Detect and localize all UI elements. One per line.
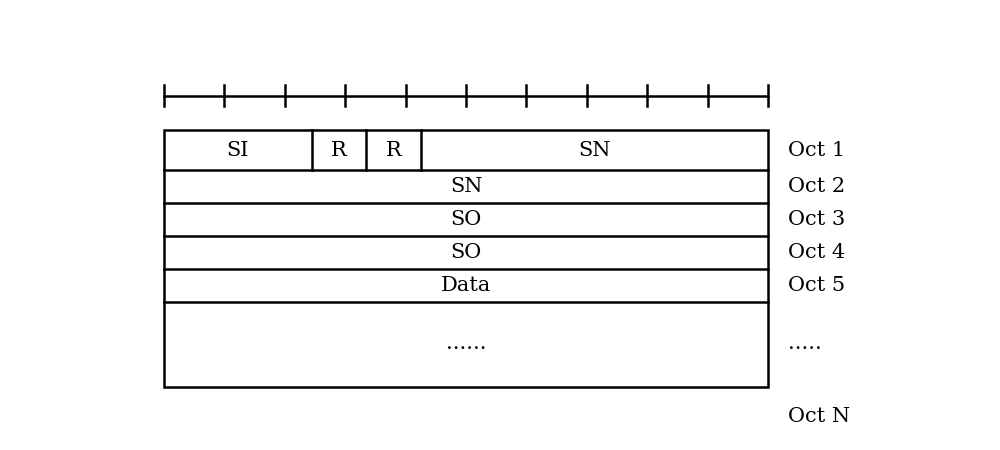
Text: SI: SI	[227, 141, 249, 160]
Bar	[164, 130, 768, 387]
Text: Oct 3: Oct 3	[788, 210, 845, 229]
Text: ......: ......	[446, 334, 486, 353]
Text: Oct 2: Oct 2	[788, 177, 845, 196]
Text: Oct 5: Oct 5	[788, 276, 845, 295]
Text: .....: .....	[788, 334, 821, 353]
Text: Oct 1: Oct 1	[788, 141, 845, 160]
Text: R: R	[386, 141, 401, 160]
Text: Data: Data	[441, 276, 491, 295]
Text: Oct N: Oct N	[788, 407, 850, 426]
Text: Oct 4: Oct 4	[788, 243, 845, 262]
Text: SN: SN	[450, 177, 482, 196]
Text: SN: SN	[578, 141, 611, 160]
Text: R: R	[331, 141, 347, 160]
Text: SO: SO	[450, 243, 482, 262]
Text: SO: SO	[450, 210, 482, 229]
